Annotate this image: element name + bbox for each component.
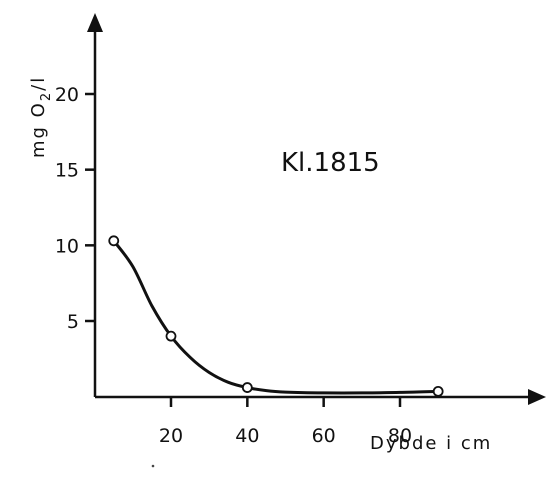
x-axis-label: Dybde i cm: [370, 433, 492, 454]
y-axis-label-subscript: 2: [39, 91, 54, 101]
y-tick-label: 10: [55, 235, 79, 257]
x-ticks: 20 40 60 80: [159, 397, 412, 447]
data-point: [165, 330, 177, 342]
data-point: [241, 382, 253, 393]
x-axis-arrow-icon: [528, 389, 546, 405]
y-tick-label: 20: [55, 84, 79, 106]
x-tick-label: 40: [235, 425, 259, 447]
x-tick-label: 20: [159, 425, 183, 447]
data-point: [432, 385, 444, 397]
y-axis-label-main: mg O: [28, 101, 49, 158]
axes: [87, 13, 546, 405]
chart-annotation: Kl.1815: [281, 148, 380, 178]
data-point: [108, 235, 120, 247]
scan-speck: [151, 464, 155, 468]
y-axis-arrow-icon: [87, 13, 103, 32]
series-curve: [112, 239, 440, 395]
y-tick-label: 5: [67, 311, 79, 333]
data-points: [108, 235, 444, 397]
x-tick-label: 60: [312, 425, 336, 447]
y-ticks: 5 10 15 20: [55, 84, 95, 333]
x-tick-label: 80: [388, 425, 412, 447]
y-tick-label: 15: [55, 160, 79, 182]
y-axis-label-tail: /l: [28, 76, 49, 91]
y-axis-label: mg O2/l: [28, 76, 54, 158]
